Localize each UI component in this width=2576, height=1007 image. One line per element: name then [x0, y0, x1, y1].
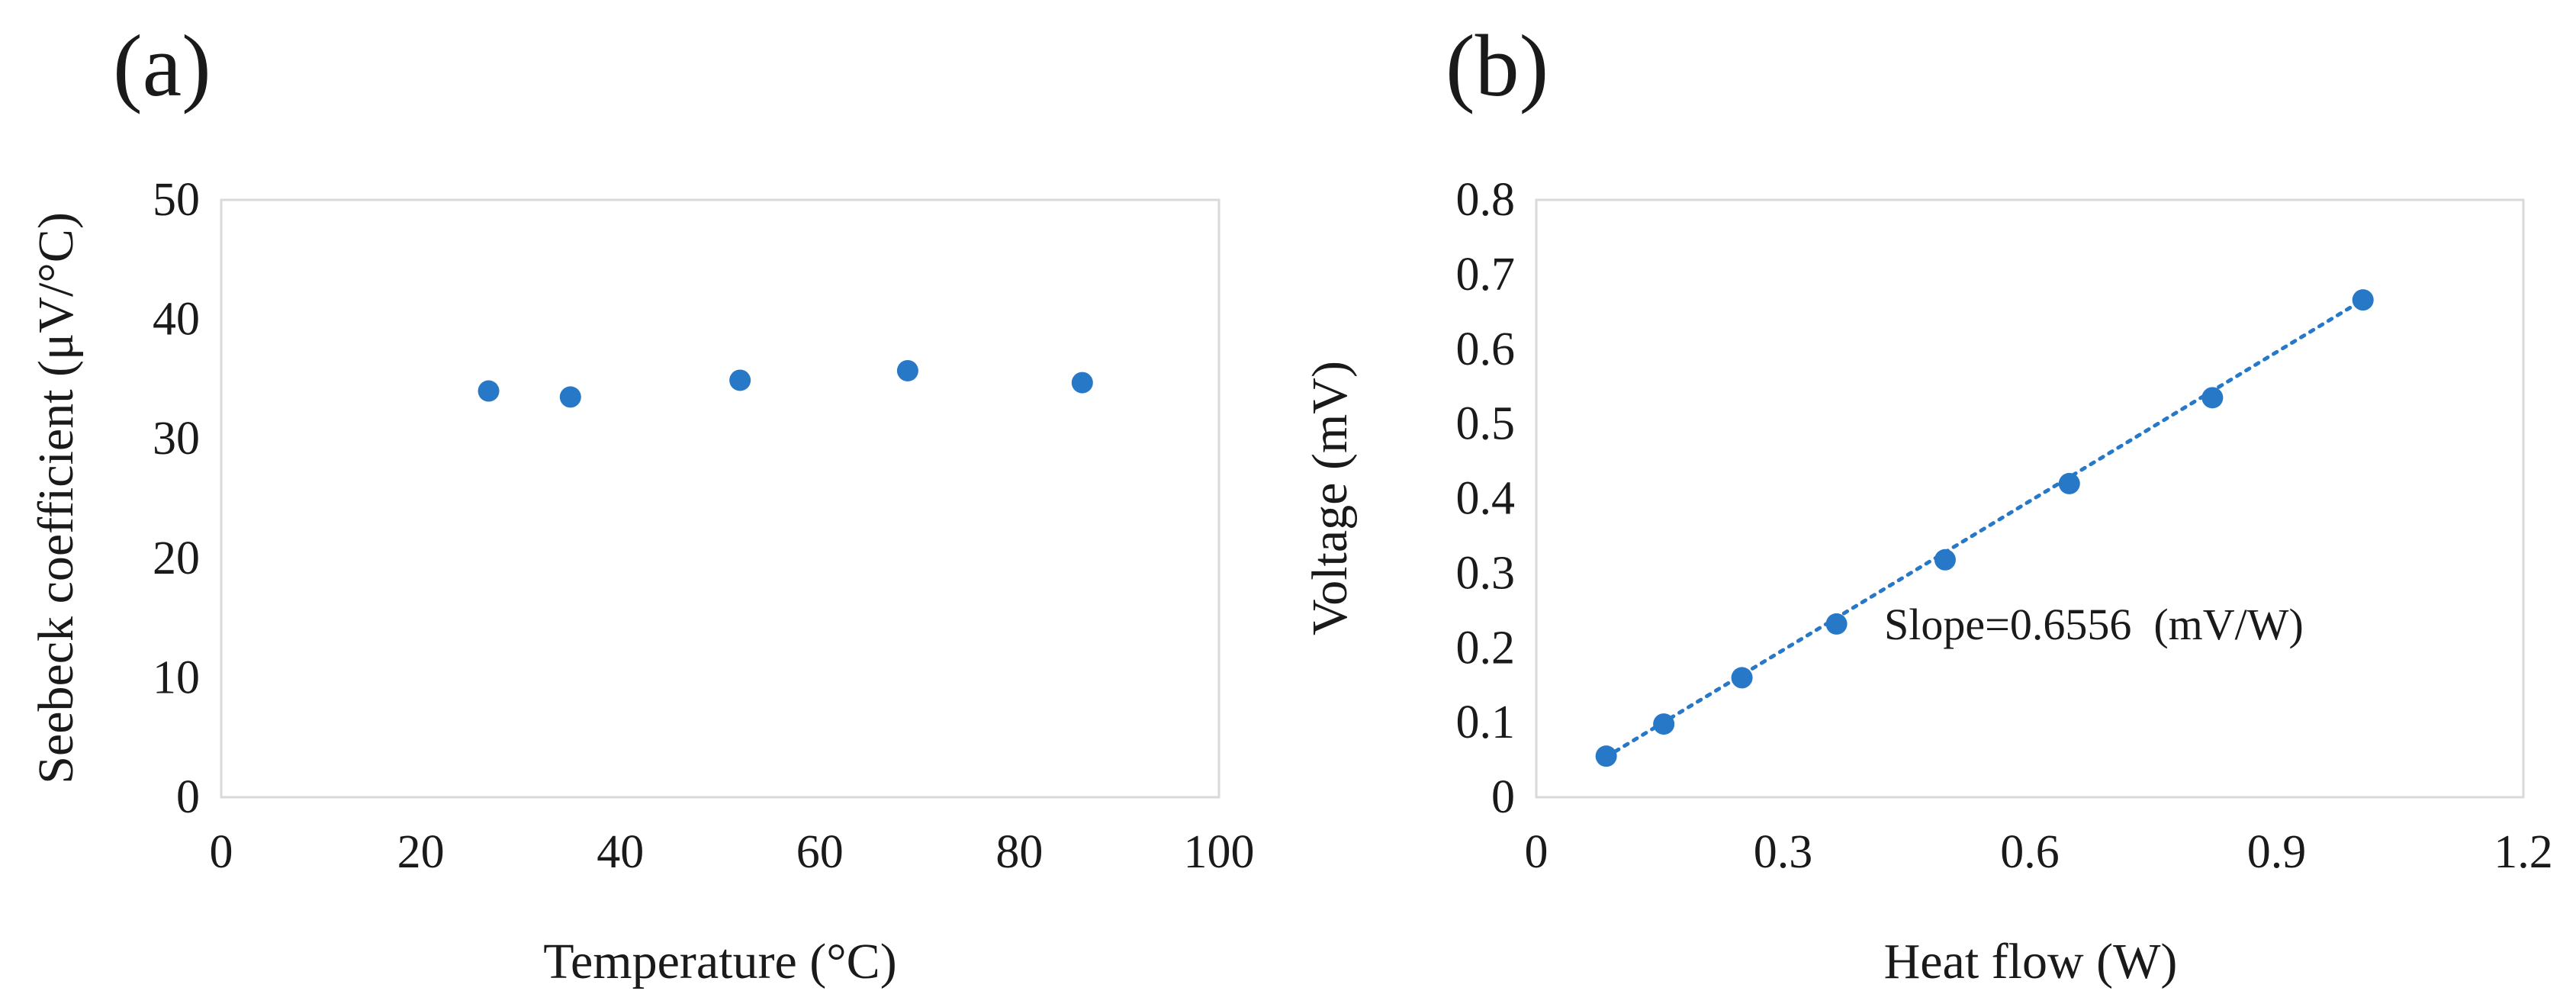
chart-panel-b: (b) 0 0.1 0.2 0.3 0.4 0.5 0.6 0.7 0.8 0 0.3 0.6 0.9…: [1302, 18, 2553, 989]
x-tick-label: 0.9: [2247, 826, 2307, 878]
y-axis-label-a: Seebeck coefficient (μV/°C): [28, 212, 84, 784]
data-point: [1653, 713, 1675, 735]
panel-label-a: (a): [113, 18, 211, 115]
chart-panel-a: (a) 0 10 20 30 40 50 0 20 40 60 80 100 Seebeck coe…: [28, 18, 1255, 989]
x-tick-label: 1.2: [2494, 826, 2553, 878]
data-point: [729, 369, 751, 391]
y-tick-label: 0.7: [1456, 249, 1516, 301]
plot-area-b: [1535, 198, 2525, 799]
y-tick-label: 0: [176, 771, 200, 823]
x-tick-label: 0: [210, 826, 233, 878]
x-tick-label: 100: [1184, 826, 1255, 878]
x-tick-label: 20: [397, 826, 445, 878]
x-tick-label: 60: [796, 826, 844, 878]
x-tick-labels-a: 0 20 40 60 80 100: [210, 826, 1255, 878]
y-tick-label: 0: [1491, 771, 1515, 823]
y-tick-label: 40: [153, 294, 200, 346]
y-tick-label: 0.8: [1456, 174, 1516, 226]
data-point: [478, 380, 500, 402]
x-tick-labels-b: 0 0.3 0.6 0.9 1.2: [1525, 826, 2553, 878]
y-tick-labels-b: 0 0.1 0.2 0.3 0.4 0.5 0.6 0.7 0.8: [1456, 174, 1516, 823]
data-point: [1071, 372, 1093, 394]
data-point: [1825, 613, 1848, 635]
x-tick-label: 0: [1525, 826, 1548, 878]
data-point: [2058, 472, 2080, 494]
y-tick-label: 0.5: [1456, 398, 1516, 450]
data-point: [896, 359, 918, 381]
x-tick-label: 0.6: [2000, 826, 2060, 878]
x-axis-label-b: Heat flow (W): [1884, 934, 2178, 989]
data-point: [1731, 667, 1753, 689]
y-tick-label: 0.4: [1456, 473, 1516, 525]
y-tick-label: 20: [153, 532, 200, 584]
data-point: [1934, 549, 1956, 571]
plot-area-a: [220, 198, 1220, 799]
data-series-a: [478, 359, 1093, 408]
x-tick-label: 40: [597, 826, 644, 878]
data-series-b: [1595, 289, 2374, 767]
panel-label-b: (b): [1446, 18, 1548, 115]
y-tick-label: 10: [153, 651, 200, 703]
x-tick-label: 80: [995, 826, 1043, 878]
y-tick-label: 0.2: [1456, 622, 1516, 674]
y-tick-labels-a: 0 10 20 30 40 50: [153, 174, 200, 823]
trendline-b: [1604, 298, 2365, 759]
y-tick-label: 0.1: [1456, 697, 1516, 748]
y-tick-label: 0.3: [1456, 547, 1516, 599]
data-point: [1595, 745, 1617, 767]
y-tick-label: 0.6: [1456, 323, 1516, 375]
data-point: [2352, 289, 2374, 311]
x-tick-label: 0.3: [1754, 826, 1813, 878]
data-point: [559, 386, 581, 408]
y-tick-label: 30: [153, 413, 200, 465]
slope-annotation: Slope=0.6556 (mV/W): [1884, 600, 2304, 649]
data-point: [2201, 387, 2224, 409]
x-axis-label-a: Temperature (°C): [543, 934, 896, 989]
y-tick-label: 50: [153, 174, 200, 226]
y-axis-label-b: Voltage (mV): [1302, 361, 1358, 635]
